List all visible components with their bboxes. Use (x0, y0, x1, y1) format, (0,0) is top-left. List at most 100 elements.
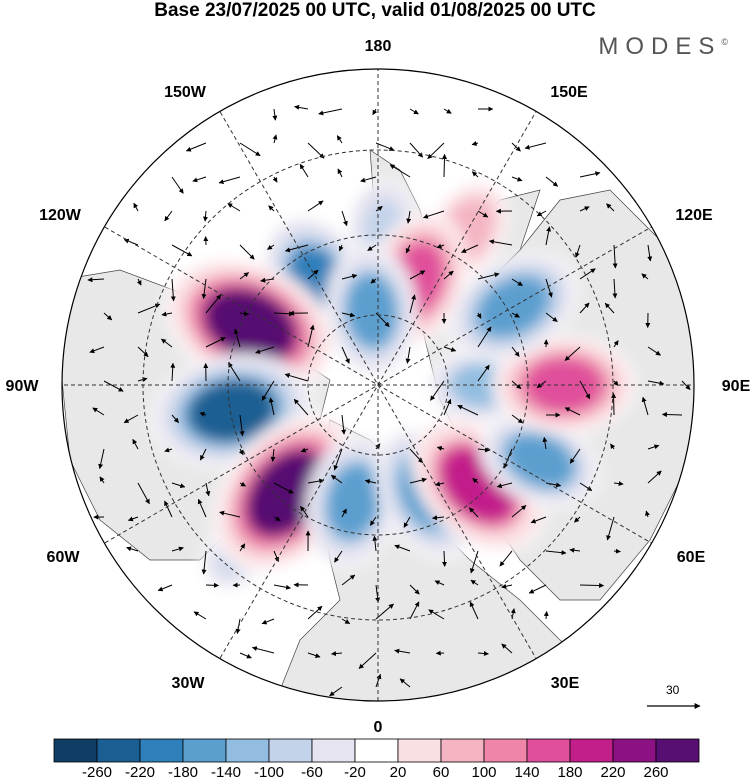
wind-vector (476, 312, 482, 319)
wind-vector (472, 477, 479, 484)
brand-logo: MODES© (598, 33, 728, 61)
wind-vector (341, 346, 350, 364)
colorbar-swatch (569, 738, 614, 763)
colorbar-swatch (311, 738, 356, 763)
wind-vector (375, 603, 394, 620)
wind-vector (579, 268, 596, 280)
wind-vector (409, 584, 420, 595)
wind-vector (434, 580, 445, 586)
wind-vector (334, 550, 343, 563)
wind-vector (137, 303, 161, 314)
wind-vector (341, 618, 351, 625)
colorbar-label: 100 (471, 764, 497, 781)
wind-vector (569, 547, 581, 553)
colorbar-label: -100 (253, 764, 285, 781)
wind-vector (137, 346, 149, 357)
wind-vector (545, 550, 567, 556)
wind-vector (341, 574, 356, 586)
wind-vector (239, 414, 245, 437)
lon-label-120w: 120W (39, 207, 82, 224)
wind-vector (284, 373, 309, 382)
anomaly-low-hudson-bay (188, 380, 275, 442)
wind-vector (299, 163, 309, 178)
wind-vector (477, 326, 492, 348)
colorbar-swatch (397, 738, 442, 763)
wind-vector (471, 171, 479, 178)
wind-vector (273, 550, 280, 563)
brand-name: MODES (598, 33, 722, 60)
colorbar-label: -20 (344, 764, 366, 781)
brand-mark: © (721, 37, 728, 47)
wind-vector (611, 392, 617, 416)
wind-vector (457, 404, 479, 416)
wind-vector (336, 135, 343, 144)
wind-vector (612, 278, 618, 299)
wind-vector (613, 548, 621, 554)
wind-vector (428, 609, 445, 620)
wind-vector (272, 108, 278, 121)
wind-vector (477, 447, 490, 453)
wind-vector (318, 108, 343, 116)
wind-vector (441, 550, 447, 567)
wind-vector (372, 108, 378, 116)
colorbar-swatch (182, 738, 227, 763)
wind-vector (579, 482, 593, 492)
wind-vector (511, 505, 527, 518)
wind-vector (409, 294, 416, 314)
colorbar-label: 220 (600, 764, 626, 781)
wind-vector (255, 346, 275, 354)
wind-vector (389, 164, 411, 178)
wind-vector (536, 380, 547, 389)
wind-vector (239, 543, 246, 552)
wind-vector (360, 176, 377, 183)
wind-vector (545, 312, 558, 322)
wind-vector (372, 535, 378, 552)
anomaly-low-north-pacific (346, 275, 397, 347)
graticule (62, 69, 694, 701)
wind-vector (329, 686, 343, 697)
wind-vector (370, 278, 377, 284)
wind-vector (233, 328, 241, 348)
wind-vector (405, 244, 411, 254)
wind-vector (501, 643, 513, 654)
wind-vector (496, 482, 513, 489)
wind-vector (239, 481, 247, 487)
map-border (61, 68, 695, 702)
wind-vector (441, 153, 447, 178)
wind-vector (294, 104, 309, 110)
wind-vector (127, 516, 139, 522)
colorbar-label: -220 (124, 764, 156, 781)
wind-vector (201, 278, 207, 300)
wind-vector (307, 478, 325, 484)
anomaly-high-canada (204, 289, 296, 361)
wind-vector (267, 244, 275, 250)
wind-vector (681, 380, 691, 390)
wind-vector (436, 243, 445, 249)
wind-vector (227, 203, 241, 212)
lon-label-150w: 150W (164, 84, 207, 101)
wind-vector (610, 443, 616, 450)
wind-vector (171, 414, 179, 423)
wind-vector (543, 611, 549, 620)
wind-vector (606, 516, 615, 541)
wind-vector (238, 448, 244, 456)
wind-vector (579, 171, 601, 178)
colorbar-swatch (268, 738, 313, 763)
wind-vector (261, 380, 275, 401)
colorbar-swatch (96, 738, 141, 763)
anomaly-low-ural (506, 434, 573, 487)
wind-vector (270, 448, 276, 462)
wind-vector (239, 142, 261, 157)
wind-vector (645, 510, 650, 518)
wind-vector (477, 364, 490, 382)
lon-label-180: 180 (365, 38, 392, 55)
wind-vector (164, 500, 173, 518)
wind-vector (341, 312, 356, 318)
wind-vector (405, 346, 411, 364)
wind-vector (87, 277, 105, 283)
colorbar-swatch (354, 738, 399, 763)
wind-vector (574, 244, 581, 258)
wind-vector (469, 507, 479, 518)
wind-vector (171, 176, 184, 194)
